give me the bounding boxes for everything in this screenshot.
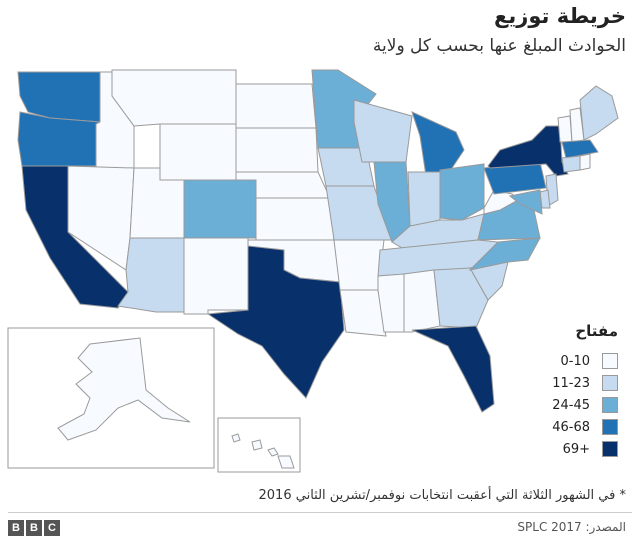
state-SD bbox=[235, 127, 319, 173]
map-subtitle: الحوادث المبلغ عنها بحسب كل ولاية bbox=[372, 36, 626, 56]
state-MI bbox=[411, 111, 465, 177]
state-AR bbox=[333, 239, 385, 291]
bbc-logo-letter: C bbox=[44, 520, 60, 536]
bbc-logo: B B C bbox=[8, 520, 62, 536]
legend-swatch bbox=[602, 375, 618, 391]
state-NY bbox=[487, 125, 569, 177]
state-CT bbox=[561, 155, 581, 173]
legend-label: 46-68 bbox=[552, 419, 590, 435]
legend-swatch bbox=[602, 419, 618, 435]
bbc-logo-letter: B bbox=[26, 520, 42, 536]
legend-row: 46-68 bbox=[498, 416, 618, 438]
us-choropleth-map bbox=[7, 69, 619, 473]
state-MS bbox=[377, 273, 405, 333]
footer-divider bbox=[8, 512, 632, 513]
state-WY bbox=[159, 123, 237, 181]
legend-title: مفتاح bbox=[575, 322, 618, 340]
legend-label: 0-10 bbox=[560, 353, 590, 369]
state-AK bbox=[57, 337, 191, 441]
footnote: * في الشهور الثلاثة التي أعقبت انتخابات … bbox=[258, 488, 626, 503]
legend-label: 24-45 bbox=[552, 397, 590, 413]
state-WI bbox=[353, 99, 413, 163]
legend-label: 11-23 bbox=[552, 375, 590, 391]
state-NC bbox=[468, 237, 541, 271]
state-KS bbox=[255, 197, 335, 241]
legend-row: 11-23 bbox=[498, 372, 618, 394]
state-MT bbox=[111, 69, 237, 127]
state-TX bbox=[206, 245, 345, 399]
legend-swatch bbox=[602, 353, 618, 369]
state-HI bbox=[231, 433, 295, 469]
legend-label: 69+ bbox=[562, 441, 590, 457]
state-IN bbox=[407, 171, 441, 227]
legend: مفتاح 0-10 11-23 24-45 46-68 69+ bbox=[498, 322, 618, 460]
state-NM bbox=[183, 237, 249, 315]
state-OH bbox=[439, 163, 485, 221]
state-RI bbox=[579, 153, 591, 171]
state-VT bbox=[557, 115, 573, 143]
source-credit: المصدر: SPLC 2017 bbox=[517, 520, 626, 534]
state-MA bbox=[561, 139, 599, 159]
state-FL bbox=[411, 325, 495, 413]
bbc-logo-letter: B bbox=[8, 520, 24, 536]
legend-row: 0-10 bbox=[498, 350, 618, 372]
state-ME bbox=[579, 85, 619, 141]
state-GA bbox=[433, 267, 489, 329]
state-MD bbox=[508, 189, 543, 215]
map-title: خريطة توزيع bbox=[494, 4, 626, 28]
legend-swatch bbox=[602, 441, 618, 457]
state-CO bbox=[183, 179, 257, 239]
legend-row: 69+ bbox=[498, 438, 618, 460]
state-ND bbox=[235, 83, 317, 129]
legend-row: 24-45 bbox=[498, 394, 618, 416]
legend-swatch bbox=[602, 397, 618, 413]
state-LA bbox=[339, 289, 387, 337]
